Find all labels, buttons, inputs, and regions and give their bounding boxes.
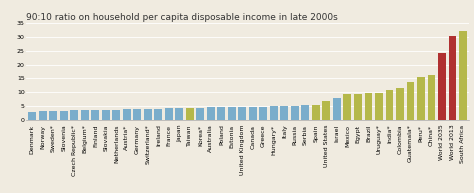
Bar <box>144 109 152 120</box>
Bar <box>134 109 141 120</box>
Bar <box>186 108 194 120</box>
Bar <box>175 108 183 120</box>
Bar <box>123 109 131 120</box>
Bar <box>344 94 351 120</box>
Bar <box>354 94 362 120</box>
Bar <box>333 98 341 120</box>
Bar <box>459 31 467 120</box>
Bar <box>291 106 299 120</box>
Bar <box>417 77 425 120</box>
Bar <box>238 107 246 120</box>
Bar <box>91 110 100 120</box>
Bar <box>112 110 120 120</box>
Bar <box>49 111 57 120</box>
Bar <box>155 109 162 120</box>
Bar <box>301 105 310 120</box>
Bar <box>207 107 215 120</box>
Bar <box>81 110 89 120</box>
Bar <box>259 107 267 120</box>
Bar <box>39 111 47 120</box>
Bar <box>71 110 78 120</box>
Bar <box>438 53 446 120</box>
Bar <box>396 88 404 120</box>
Bar <box>281 106 288 120</box>
Bar <box>196 108 204 120</box>
Bar <box>218 107 225 120</box>
Bar <box>60 111 68 120</box>
Bar <box>270 106 278 120</box>
Bar <box>249 107 257 120</box>
Bar <box>312 105 320 120</box>
Text: 90:10 ratio on household per capita disposable income in late 2000s: 90:10 ratio on household per capita disp… <box>26 13 338 22</box>
Bar <box>407 82 414 120</box>
Bar <box>28 112 36 120</box>
Bar <box>375 93 383 120</box>
Bar <box>365 93 373 120</box>
Bar <box>228 107 236 120</box>
Bar <box>102 110 110 120</box>
Bar <box>448 36 456 120</box>
Bar <box>165 108 173 120</box>
Bar <box>385 90 393 120</box>
Bar <box>322 101 330 120</box>
Bar <box>428 75 436 120</box>
